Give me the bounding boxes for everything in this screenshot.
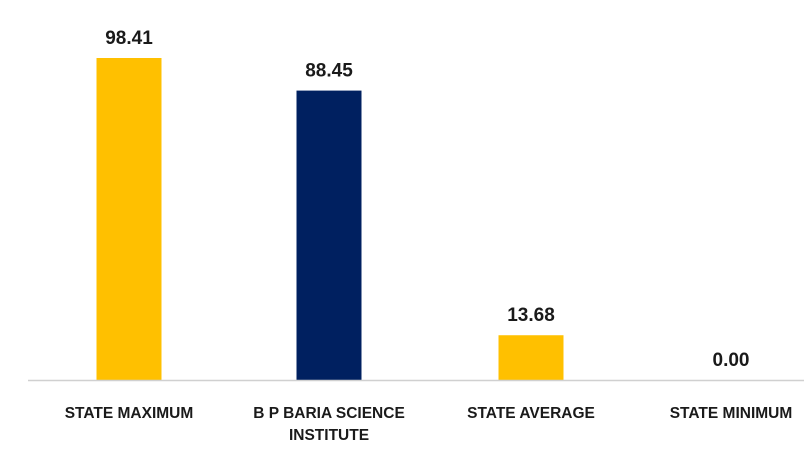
- category-label-2: B P BARIA SCIENCE INSTITUTE: [253, 405, 405, 444]
- value-label-4: 0.00: [713, 350, 750, 371]
- category-label-4: STATE MINIMUM: [670, 405, 793, 422]
- category-label-1: STATE MAXIMUM: [65, 405, 194, 422]
- value-label-1: 98.41: [105, 28, 153, 49]
- bar-1: [96, 58, 162, 380]
- value-label-2: 88.45: [305, 61, 353, 82]
- bars-layer: [96, 58, 564, 381]
- value-labels-layer: 98.41 88.45 13.68 0.00: [105, 28, 749, 371]
- category-label-3: STATE AVERAGE: [467, 405, 595, 422]
- bar-3: [498, 335, 564, 380]
- value-label-3: 13.68: [507, 305, 555, 326]
- category-labels-layer: STATE MAXIMUM B P BARIA SCIENCE INSTITUTE S…: [65, 405, 793, 444]
- bar-2: [296, 90, 362, 381]
